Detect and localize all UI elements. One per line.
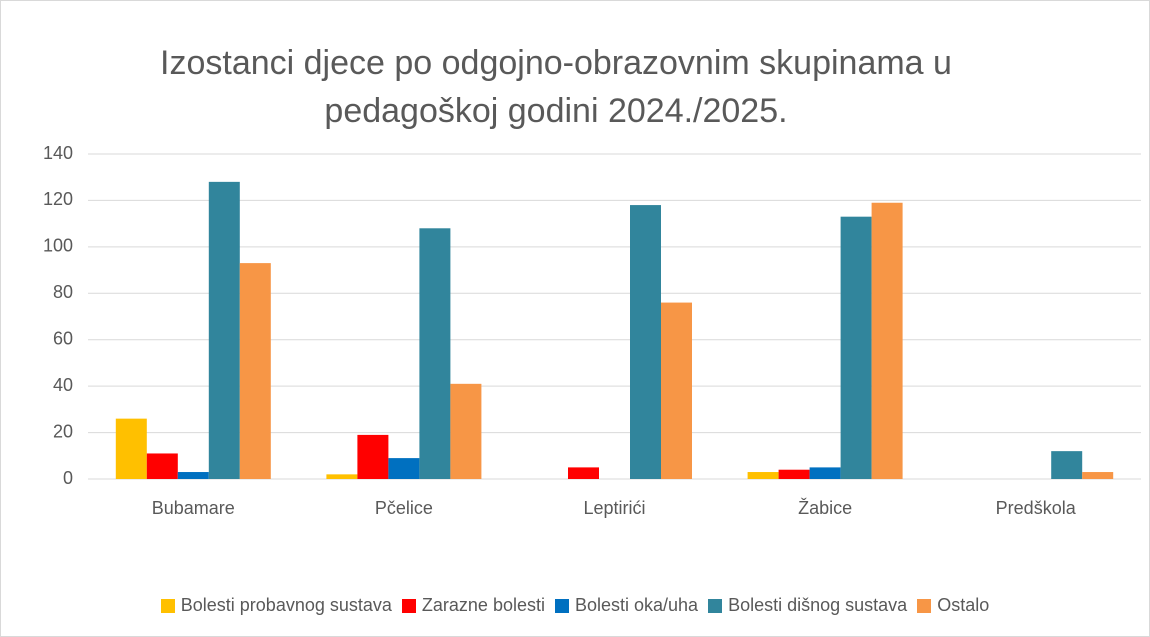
legend-label: Bolesti probavnog sustava [180, 595, 392, 615]
legend-item: Zarazne bolesti [401, 595, 545, 616]
legend-item: Ostalo [917, 595, 989, 616]
bar [840, 216, 872, 479]
bar [747, 472, 779, 479]
bar [357, 434, 389, 479]
legend-item: Bolesti oka/uha [554, 595, 699, 616]
bar [568, 467, 599, 479]
bar [326, 474, 358, 479]
y-tick-label: 40 [53, 375, 73, 395]
legend: Bolesti probavnog sustava Zarazne bolesti… [1, 595, 1149, 616]
bar [661, 302, 692, 479]
legend-item: Bolesti dišnog sustava [708, 595, 907, 616]
y-tick-label: 80 [53, 282, 73, 302]
bar [177, 472, 209, 479]
y-tick-label: 100 [43, 236, 73, 256]
chart-title: Izostanci djece po odgojno-obrazovnim sk… [160, 44, 952, 130]
legend-swatch [917, 598, 932, 613]
bar [778, 469, 810, 479]
legend-swatch [160, 598, 175, 613]
y-tick-label: 140 [43, 143, 73, 163]
bar [388, 458, 420, 479]
legend-swatch [708, 598, 723, 613]
bar [871, 202, 903, 479]
bar [809, 467, 841, 479]
x-tick-label: Predškola [996, 498, 1077, 518]
legend-label: Zarazne bolesti [421, 595, 545, 615]
y-tick-label: 120 [43, 189, 73, 209]
bar [450, 383, 482, 479]
bar [115, 418, 147, 479]
x-tick-label: Bubamare [152, 498, 235, 518]
x-tick-label: Leptirići [583, 498, 645, 518]
bar [419, 228, 451, 479]
bar [1082, 472, 1114, 479]
legend-label: Ostalo [937, 595, 990, 615]
x-tick-label: Pčelice [375, 498, 433, 518]
y-tick-label: 20 [53, 421, 73, 441]
legend-item: Bolesti probavnog sustava [160, 595, 392, 616]
bar [208, 181, 240, 479]
y-tick-label: 0 [63, 468, 73, 488]
bar [239, 263, 271, 479]
bar [146, 453, 178, 479]
legend-swatch [401, 598, 416, 613]
x-tick-label: Žabice [798, 498, 852, 518]
bar [1051, 451, 1083, 479]
legend-swatch [554, 598, 569, 613]
legend-label: Bolesti oka/uha [574, 595, 699, 615]
legend-label: Bolesti dišnog sustava [728, 595, 908, 615]
bar [630, 205, 661, 480]
y-tick-label: 60 [53, 328, 73, 348]
